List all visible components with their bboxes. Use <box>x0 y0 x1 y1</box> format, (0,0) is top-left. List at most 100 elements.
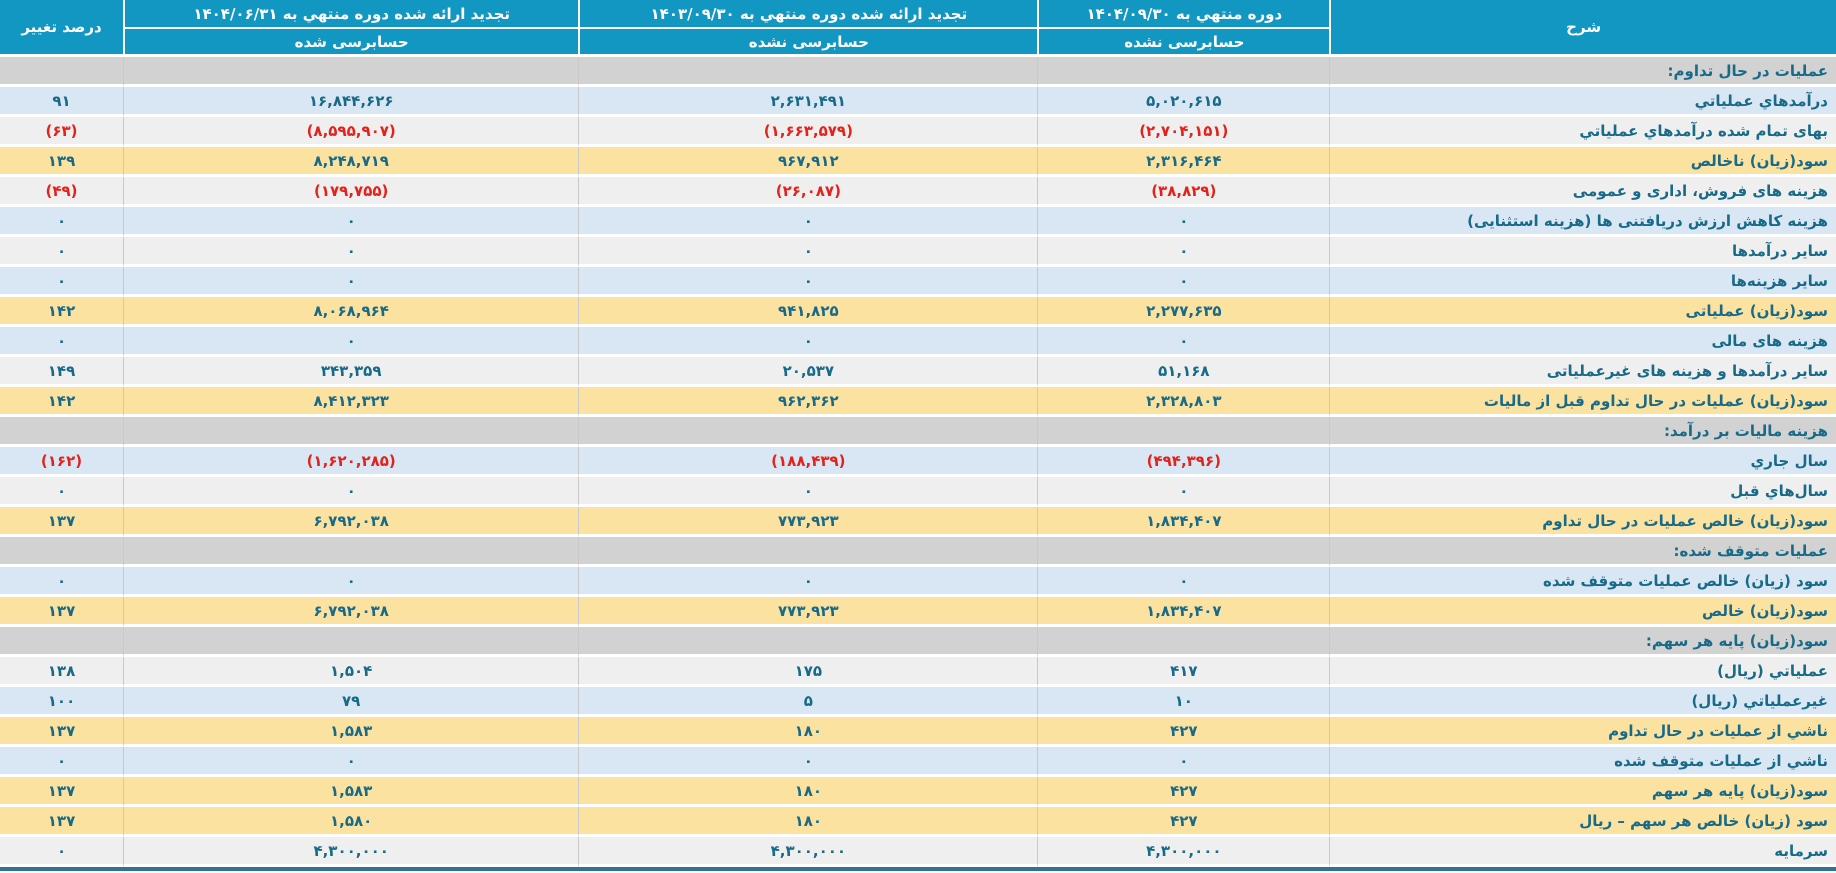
current-period-value-cell: ۰ <box>1037 207 1330 237</box>
row-label-cell: سایر هزینه‌ها <box>1329 267 1836 297</box>
row-label-cell: سرمایه <box>1329 837 1836 867</box>
current-period-value-cell: ۰ <box>1037 267 1330 297</box>
current-period-value-cell: ۰ <box>1037 237 1330 267</box>
percent-change-value-cell <box>0 57 124 87</box>
previous-period-value-cell <box>578 537 1038 567</box>
data-row: سود(زیان) خالص عملیات در حال تداوم ۱,۸۳۴,… <box>0 507 1836 537</box>
current-period-value-cell: ۵,۰۲۰,۶۱۵ <box>1037 87 1330 117</box>
row-label-cell: سود(زیان) پایه هر سهم <box>1329 777 1836 807</box>
percent-change-value-cell: ۱۴۲ <box>0 297 124 327</box>
previous-period-value-cell <box>578 57 1038 87</box>
previous-period-value-cell: ۰ <box>578 207 1038 237</box>
row-label-cell: درآمدهاي عملياتي <box>1329 87 1836 117</box>
previous-period-value-cell <box>578 627 1038 657</box>
previous-period-value-cell: ۹۶۲,۳۶۲ <box>578 387 1038 417</box>
previous-period-value-cell: ۷۷۳,۹۲۳ <box>578 597 1038 627</box>
audited-period-value-cell: ۶,۷۹۲,۰۳۸ <box>123 597 579 627</box>
current-period-value-cell: ۲,۲۷۷,۶۳۵ <box>1037 297 1330 327</box>
row-label-cell: سایر درآمدها و هزینه های غیرعملیاتی <box>1329 357 1836 387</box>
data-row: سایر هزینه‌ها ۰ ۰ ۰ ۰ <box>0 267 1836 297</box>
data-row: سود(زيان) ناخالص ۲,۳۱۶,۴۶۴ ۹۶۷,۹۱۲ ۸,۲۴۸,۷۱… <box>0 147 1836 177</box>
previous-period-value-cell: ۴,۳۰۰,۰۰۰ <box>578 837 1038 867</box>
previous-period-audit-status: حسابرسی نشده <box>578 29 1038 57</box>
percent-change-value-cell: ۰ <box>0 567 124 597</box>
audited-period-value-cell: ۴,۳۰۰,۰۰۰ <box>123 837 579 867</box>
percent-change-value-cell <box>0 627 124 657</box>
percent-change-value-cell: ۱۳۷ <box>0 777 124 807</box>
audited-period-value-cell: ۰ <box>123 747 579 777</box>
data-row: غیرعملياتي (ريال) ۱۰ ۵ ۷۹ ۱۰۰ <box>0 687 1836 717</box>
previous-period-value-cell: ۰ <box>578 747 1038 777</box>
data-row: ناشي از عملیات متوقف شده ۰ ۰ ۰ ۰ <box>0 747 1836 777</box>
current-period-value-cell: ۱,۸۳۴,۴۰۷ <box>1037 597 1330 627</box>
current-period-value-cell: ۲,۳۱۶,۴۶۴ <box>1037 147 1330 177</box>
row-label-cell: سود(زیان) خالص عملیات در حال تداوم <box>1329 507 1836 537</box>
row-label-cell: عملياتي (ريال) <box>1329 657 1836 687</box>
row-label-cell: هزینه های فروش، اداری و عمومی <box>1329 177 1836 207</box>
audited-period-value-cell: ۰ <box>123 237 579 267</box>
audited-period-value-cell <box>123 417 579 447</box>
table-body: عملیات در حال تداوم: درآمدهاي عملياتي ۵,۰۲… <box>0 57 1836 867</box>
current-period-value-cell: (۴۹۴,۳۹۶) <box>1037 447 1330 477</box>
data-row: سرمایه ۴,۳۰۰,۰۰۰ ۴,۳۰۰,۰۰۰ ۴,۳۰۰,۰۰۰ ۰ <box>0 837 1836 867</box>
current-period-value-cell <box>1037 57 1330 87</box>
percent-change-value-cell: ۱۰۰ <box>0 687 124 717</box>
row-label-cell: سود(زیان) عملیاتی <box>1329 297 1836 327</box>
audited-period-value-cell: (۸,۵۹۵,۹۰۷) <box>123 117 579 147</box>
percent-change-value-cell: (۶۳) <box>0 117 124 147</box>
audited-period-value-cell: ۸,۰۶۸,۹۶۴ <box>123 297 579 327</box>
audited-period-value-cell: ۰ <box>123 567 579 597</box>
audited-period-value-cell: (۱۷۹,۷۵۵) <box>123 177 579 207</box>
data-row: ناشي از عملیات در حال تداوم ۴۲۷ ۱۸۰ ۱,۵۸۳ ۱۳… <box>0 717 1836 747</box>
audited-period-value-cell: (۱,۶۲۰,۲۸۵) <box>123 447 579 477</box>
percent-change-column-header: درصد تغییر <box>0 0 124 57</box>
row-label-cell: عملیات متوقف شده: <box>1329 537 1836 567</box>
current-period-value-cell: (۲,۷۰۴,۱۵۱) <box>1037 117 1330 147</box>
row-label-cell: سود(زيان) ناخالص <box>1329 147 1836 177</box>
data-row: سایر درآمدها و هزینه های غیرعملیاتی ۵۱,۱۶… <box>0 357 1836 387</box>
percent-change-value-cell: ۱۴۹ <box>0 357 124 387</box>
audited-period-value-cell: ۳۴۳,۳۵۹ <box>123 357 579 387</box>
row-label-cell: سود(زیان) عملیات در حال تداوم قبل از مال… <box>1329 387 1836 417</box>
row-label-cell: سود(زیان) پایه هر سهم: <box>1329 627 1836 657</box>
audited-period-value-cell: ۱,۵۰۴ <box>123 657 579 687</box>
row-label-cell: سال‌هاي قبل <box>1329 477 1836 507</box>
percent-change-value-cell: ۰ <box>0 837 124 867</box>
row-label-cell: سود(زیان) خالص <box>1329 597 1836 627</box>
current-period-value-cell: ۴۱۷ <box>1037 657 1330 687</box>
current-period-value-cell: ۱۰ <box>1037 687 1330 717</box>
audited-period-value-cell: ۱,۵۸۳ <box>123 717 579 747</box>
row-label-cell: غیرعملياتي (ريال) <box>1329 687 1836 717</box>
audited-period-audit-status: حسابرسی شده <box>123 29 579 57</box>
current-period-audit-status: حسابرسی نشده <box>1037 29 1330 57</box>
section-row: عملیات در حال تداوم: <box>0 57 1836 87</box>
previous-period-value-cell: ۰ <box>578 267 1038 297</box>
previous-period-value-cell: ۰ <box>578 327 1038 357</box>
audited-period-value-cell: ۶,۷۹۲,۰۳۸ <box>123 507 579 537</box>
current-period-value-cell: ۴۲۷ <box>1037 717 1330 747</box>
percent-change-value-cell: ۱۴۲ <box>0 387 124 417</box>
audited-period-value-cell: ۱,۵۸۳ <box>123 777 579 807</box>
section-row: عملیات متوقف شده: <box>0 537 1836 567</box>
data-row: سود(زیان) پایه هر سهم ۴۲۷ ۱۸۰ ۱,۵۸۳ ۱۳۷ <box>0 777 1836 807</box>
data-row: بهای تمام شده درآمدهاي عملياتي (۲,۷۰۴,۱۵۱… <box>0 117 1836 147</box>
percent-change-value-cell: ۱۳۷ <box>0 807 124 837</box>
percent-change-value-cell: ۰ <box>0 207 124 237</box>
data-row: سال جاري (۴۹۴,۳۹۶) (۱۸۸,۴۳۹) (۱,۶۲۰,۲۸۵) (۱۶… <box>0 447 1836 477</box>
audited-period-value-cell: ۸,۲۴۸,۷۱۹ <box>123 147 579 177</box>
percent-change-value-cell: ۰ <box>0 267 124 297</box>
row-label-cell: عملیات در حال تداوم: <box>1329 57 1836 87</box>
row-label-cell: هزینه مالیات بر درآمد: <box>1329 417 1836 447</box>
row-label-cell: سال جاري <box>1329 447 1836 477</box>
previous-period-value-cell <box>578 417 1038 447</box>
data-row: سود(زیان) عملیاتی ۲,۲۷۷,۶۳۵ ۹۴۱,۸۲۵ ۸,۰۶۸,۹… <box>0 297 1836 327</box>
row-label-cell: ناشي از عملیات در حال تداوم <box>1329 717 1836 747</box>
previous-period-value-cell: ۲,۶۳۱,۴۹۱ <box>578 87 1038 117</box>
audited-period-value-cell <box>123 57 579 87</box>
data-row: سود (زیان) خالص عملیات متوقف شده ۰ ۰ ۰ ۰ <box>0 567 1836 597</box>
previous-period-value-cell: (۱,۶۶۳,۵۷۹) <box>578 117 1038 147</box>
description-column-header: شرح <box>1329 0 1836 57</box>
table-header: شرح دوره منتهي به ۱۴۰۴/۰۹/۳۰ تجدید ارائه… <box>0 0 1836 57</box>
audited-period-value-cell <box>123 537 579 567</box>
